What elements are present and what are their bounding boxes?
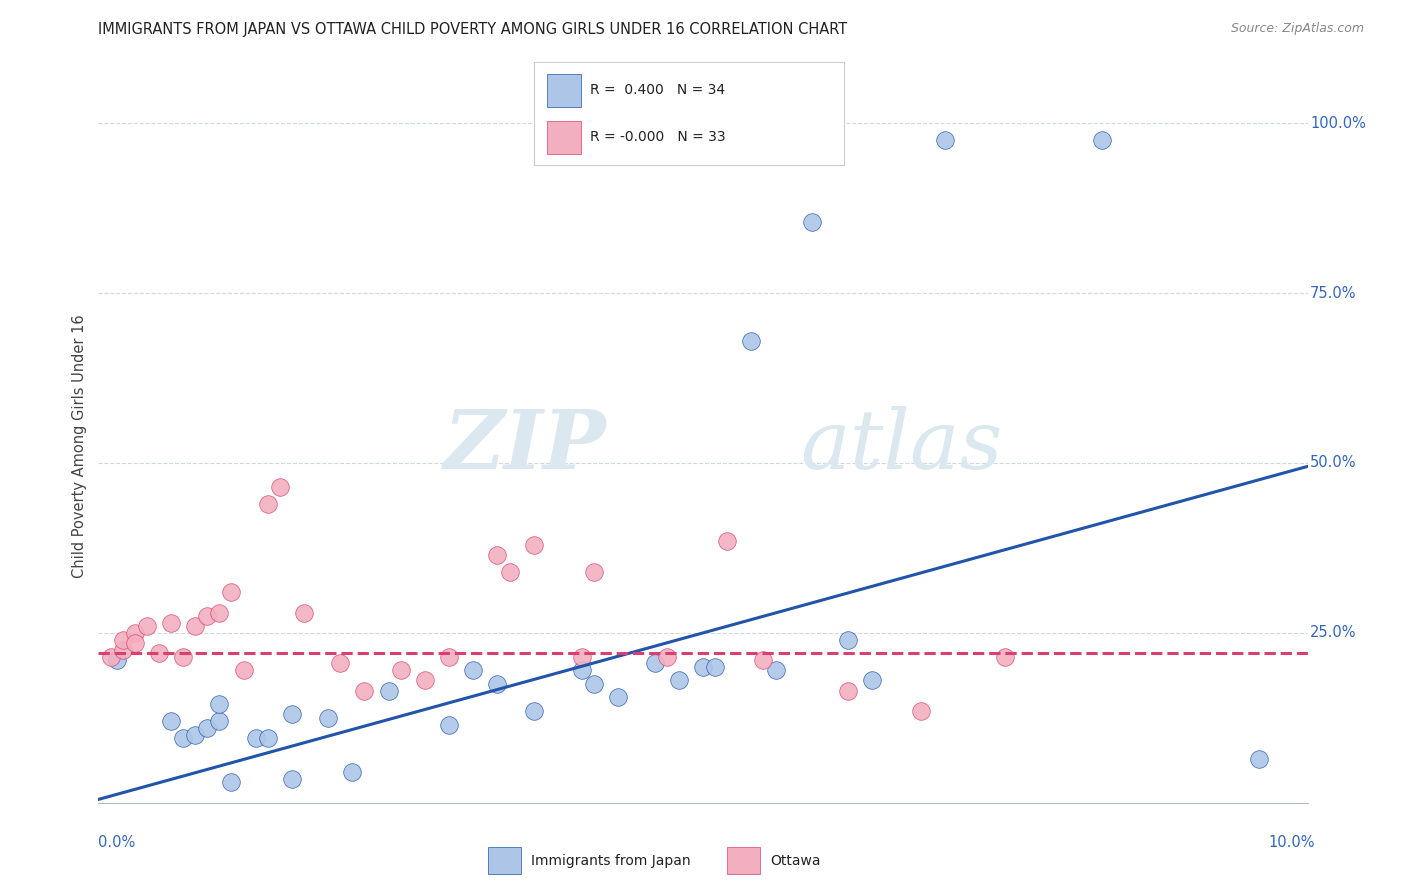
Point bbox=[413, 673, 436, 688]
Point bbox=[208, 698, 231, 712]
Text: 0.0%: 0.0% bbox=[98, 836, 135, 850]
Text: IMMIGRANTS FROM JAPAN VS OTTAWA CHILD POVERTY AMONG GIRLS UNDER 16 CORRELATION C: IMMIGRANTS FROM JAPAN VS OTTAWA CHILD PO… bbox=[98, 22, 848, 37]
Text: Ottawa: Ottawa bbox=[770, 854, 821, 868]
Text: R = -0.000   N = 33: R = -0.000 N = 33 bbox=[591, 130, 725, 145]
Bar bbox=[547, 121, 581, 153]
Point bbox=[486, 548, 509, 562]
Point bbox=[377, 683, 399, 698]
Point bbox=[195, 721, 218, 735]
Point bbox=[994, 649, 1017, 664]
Point bbox=[655, 649, 678, 664]
Point bbox=[437, 717, 460, 731]
Point bbox=[860, 673, 883, 688]
Text: ZIP: ZIP bbox=[444, 406, 606, 486]
Point bbox=[245, 731, 267, 746]
Bar bbox=[488, 847, 522, 874]
Text: R =  0.400   N = 34: R = 0.400 N = 34 bbox=[591, 83, 725, 97]
Point bbox=[316, 711, 339, 725]
Point bbox=[740, 334, 762, 348]
Text: Immigrants from Japan: Immigrants from Japan bbox=[531, 854, 690, 868]
Point bbox=[184, 728, 207, 742]
Point bbox=[292, 606, 315, 620]
Point bbox=[389, 663, 412, 677]
Point bbox=[571, 663, 593, 677]
Point bbox=[934, 133, 956, 147]
Point bbox=[910, 704, 932, 718]
Point bbox=[692, 660, 714, 674]
Bar bbox=[547, 74, 581, 106]
Point bbox=[232, 663, 254, 677]
Point bbox=[498, 565, 520, 579]
Point bbox=[172, 649, 194, 664]
Point bbox=[704, 660, 727, 674]
Point bbox=[111, 643, 134, 657]
Point bbox=[583, 565, 606, 579]
Point bbox=[668, 673, 690, 688]
Point bbox=[256, 497, 278, 511]
Text: atlas: atlas bbox=[800, 406, 1002, 486]
Point bbox=[208, 714, 231, 729]
Point bbox=[583, 677, 606, 691]
Point bbox=[571, 649, 593, 664]
Text: 75.0%: 75.0% bbox=[1310, 285, 1357, 301]
Point bbox=[765, 663, 787, 677]
Point bbox=[353, 683, 375, 698]
Point bbox=[269, 480, 291, 494]
Point bbox=[221, 585, 243, 599]
Point bbox=[256, 731, 278, 746]
Point bbox=[523, 704, 546, 718]
Point bbox=[1249, 751, 1271, 765]
Point bbox=[195, 608, 218, 623]
Point bbox=[644, 657, 666, 671]
Point bbox=[124, 636, 146, 650]
Point bbox=[716, 534, 738, 549]
Point bbox=[486, 677, 509, 691]
Point bbox=[523, 537, 546, 551]
Point bbox=[342, 765, 364, 780]
Point bbox=[208, 606, 231, 620]
Point bbox=[607, 690, 630, 705]
Point bbox=[111, 632, 134, 647]
Point bbox=[463, 663, 485, 677]
Text: 100.0%: 100.0% bbox=[1310, 116, 1365, 131]
Point bbox=[329, 657, 352, 671]
Point bbox=[105, 653, 128, 667]
Point bbox=[100, 649, 122, 664]
Point bbox=[281, 707, 304, 722]
Point bbox=[752, 653, 775, 667]
Point bbox=[124, 626, 146, 640]
Text: Source: ZipAtlas.com: Source: ZipAtlas.com bbox=[1230, 22, 1364, 36]
Point bbox=[837, 683, 859, 698]
Point bbox=[221, 775, 243, 789]
Point bbox=[1091, 133, 1114, 147]
Point bbox=[135, 619, 157, 633]
Point bbox=[148, 646, 170, 660]
Point bbox=[800, 215, 823, 229]
Bar bbox=[727, 847, 761, 874]
Point bbox=[160, 714, 183, 729]
Text: 50.0%: 50.0% bbox=[1310, 456, 1357, 470]
Point bbox=[172, 731, 194, 746]
Text: 10.0%: 10.0% bbox=[1268, 836, 1315, 850]
Point bbox=[160, 615, 183, 630]
Text: 25.0%: 25.0% bbox=[1310, 625, 1357, 640]
Point bbox=[437, 649, 460, 664]
Point bbox=[184, 619, 207, 633]
Point bbox=[281, 772, 304, 786]
Point bbox=[837, 632, 859, 647]
Y-axis label: Child Poverty Among Girls Under 16: Child Poverty Among Girls Under 16 bbox=[72, 314, 87, 578]
